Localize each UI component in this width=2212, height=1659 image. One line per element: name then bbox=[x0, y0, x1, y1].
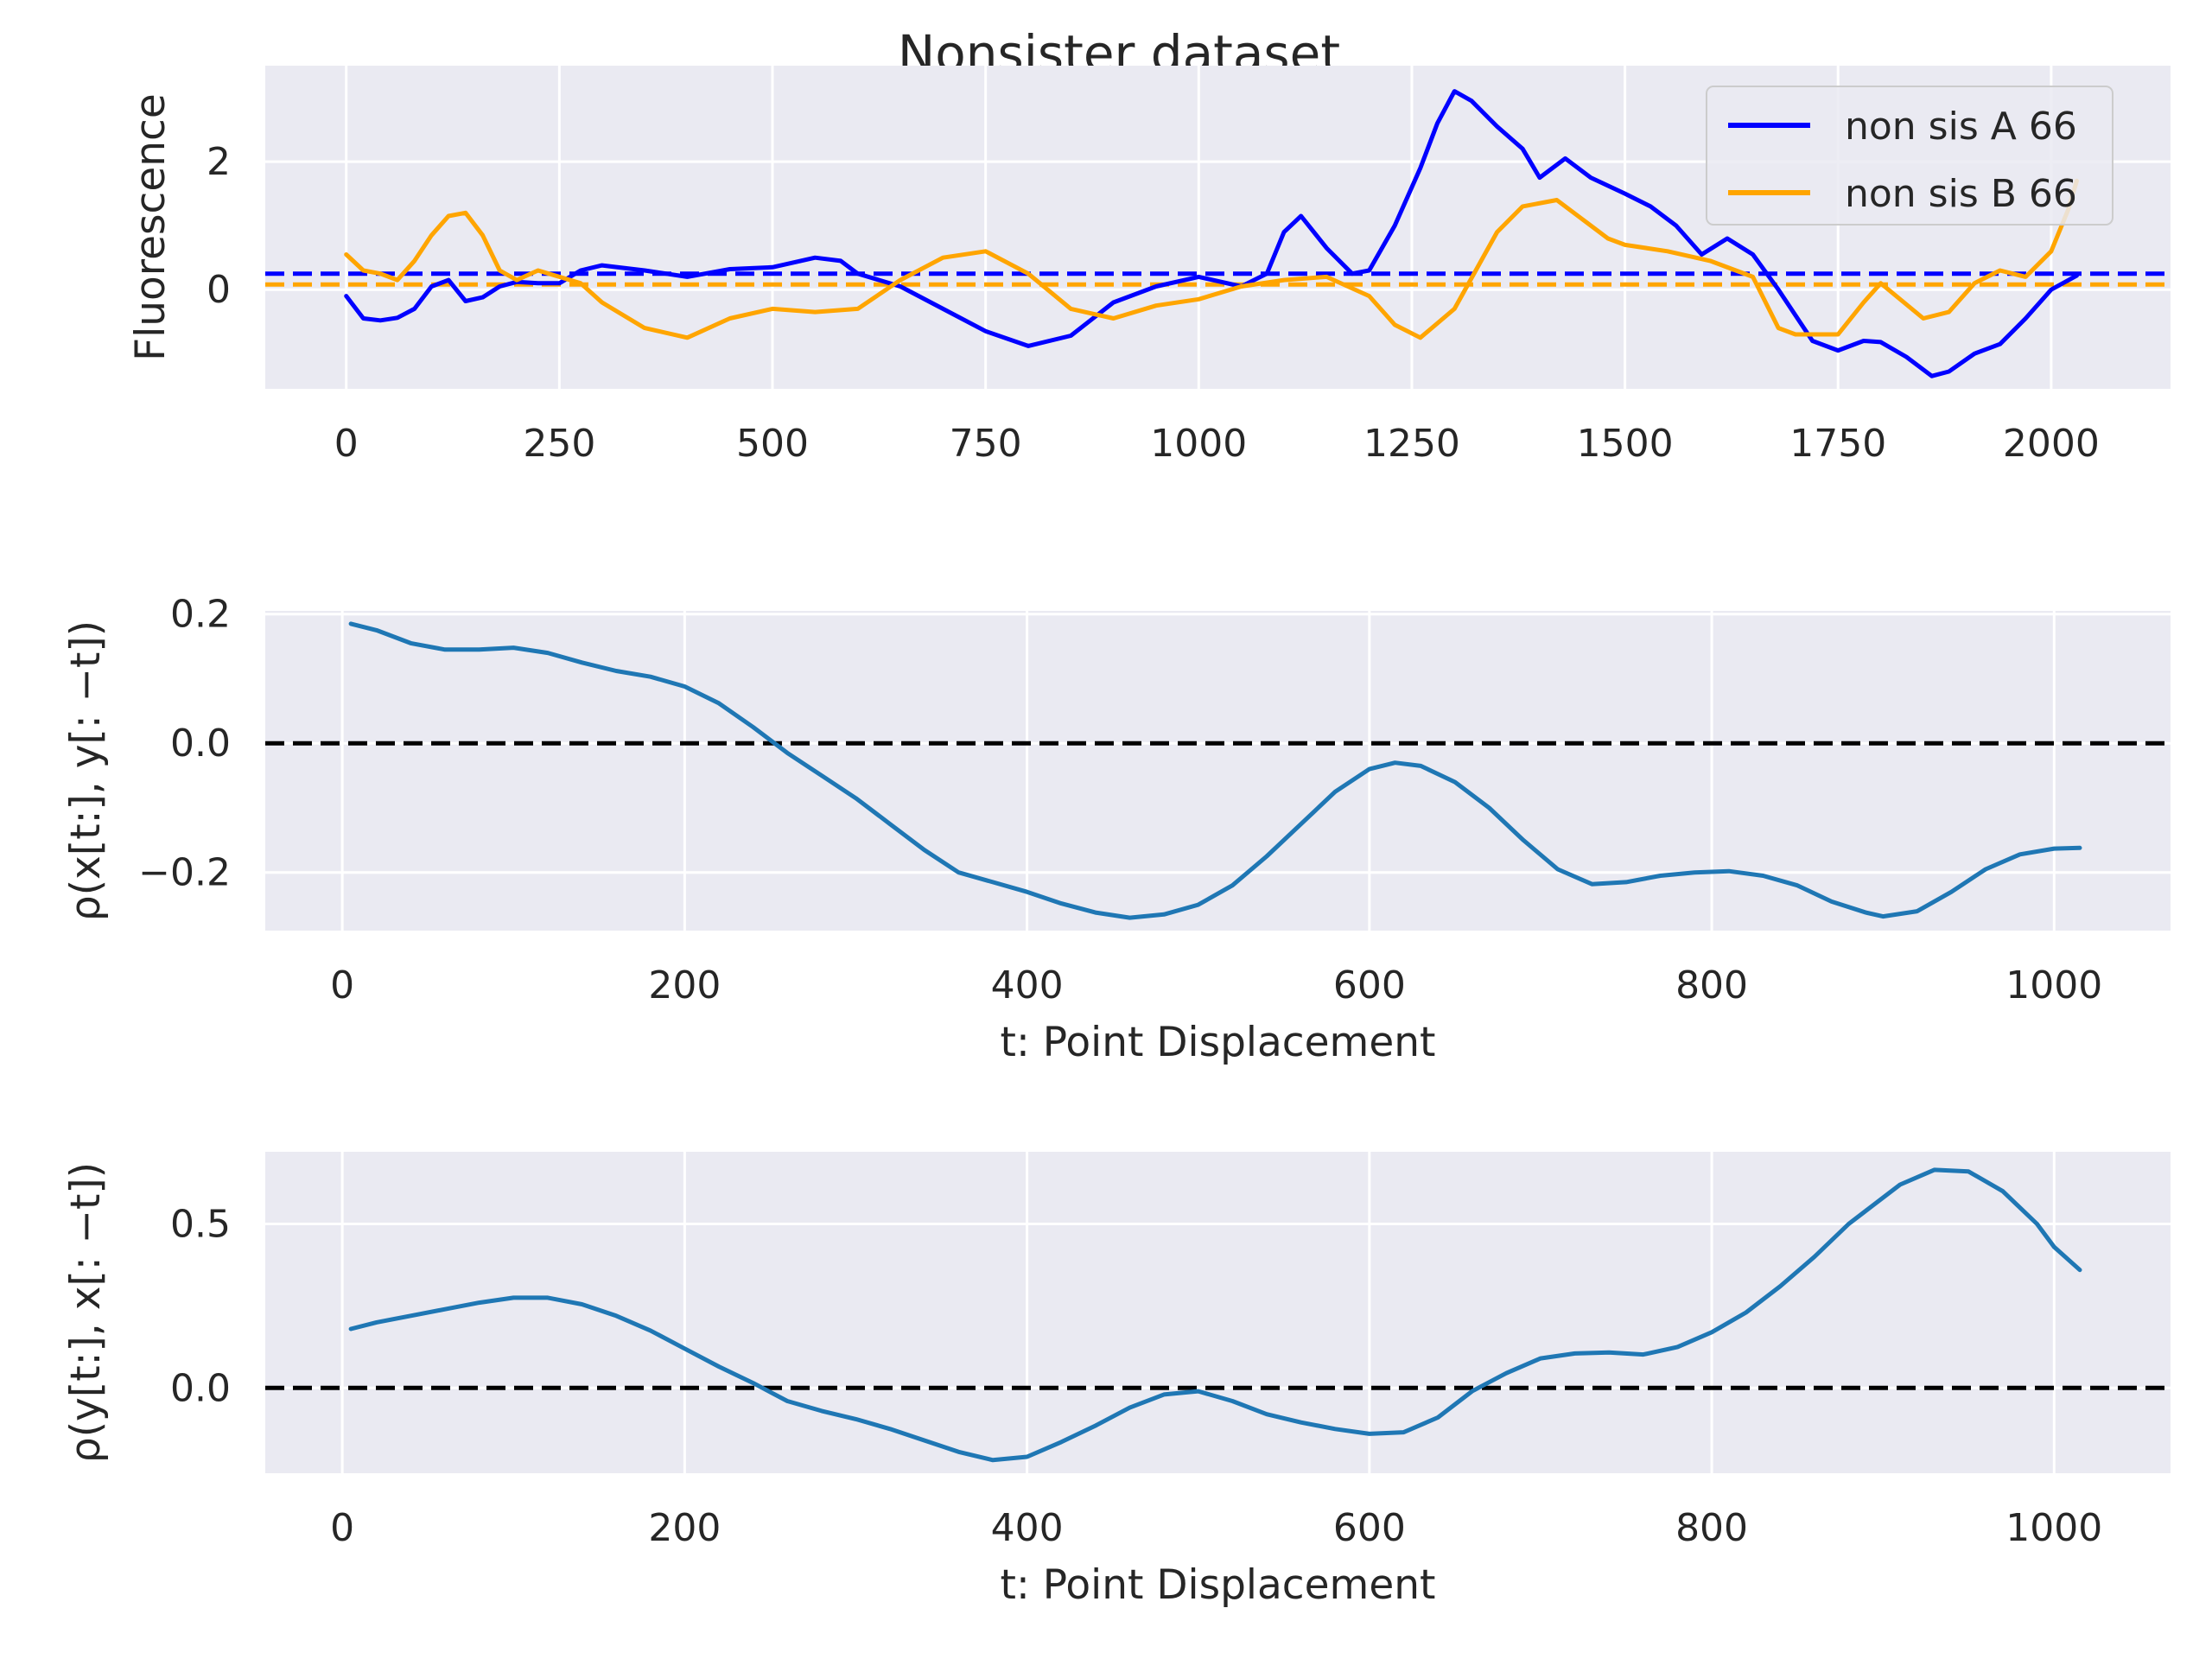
x-tick-label: 600 bbox=[1333, 963, 1406, 1007]
series-line-0 bbox=[348, 621, 2082, 920]
series-line-non-sis-A-66 bbox=[344, 89, 2079, 378]
x-tick-label: 750 bbox=[950, 422, 1022, 466]
legend-entry: non sis B 66 bbox=[1845, 172, 2077, 216]
x-tick-label: 1000 bbox=[2005, 1506, 2102, 1550]
x-tick-label: 1000 bbox=[1150, 422, 1247, 466]
y-axis-label: Fluorescence bbox=[127, 93, 175, 361]
cross-correlation-xy-panel: 0 200 400 600 800 1000 0.2 0.0 −0.2 t: Point Disp… bbox=[62, 593, 2171, 1066]
x-axis-label: t: Point Displacement bbox=[1001, 1019, 1436, 1066]
x-tick-label: 250 bbox=[523, 422, 595, 466]
y-tick-label: 2 bbox=[207, 140, 231, 184]
x-tick-label: 0 bbox=[334, 422, 359, 466]
x-tick-label: 500 bbox=[736, 422, 809, 466]
cross-correlation-yx-panel: 0 200 400 600 800 1000 0.5 0.0 t: Point Displace… bbox=[62, 1152, 2171, 1609]
x-tick-label: 800 bbox=[1675, 1506, 1748, 1550]
plot-area bbox=[265, 1152, 2171, 1473]
y-tick-label: 0.2 bbox=[170, 593, 231, 637]
x-tick-label: 1750 bbox=[1789, 422, 1886, 466]
legend: non sis A 66 non sis B 66 bbox=[1706, 86, 2113, 226]
series-line-0 bbox=[348, 1167, 2082, 1463]
x-tick-label: 400 bbox=[991, 963, 1064, 1007]
x-tick-label: 200 bbox=[648, 1506, 721, 1550]
y-axis-label: ρ(x[t:], y[: −t]) bbox=[62, 620, 110, 921]
x-tick-label: 600 bbox=[1333, 1506, 1406, 1550]
x-tick-label: 0 bbox=[330, 963, 354, 1007]
x-tick-label: 0 bbox=[330, 1506, 354, 1550]
x-tick-label: 2000 bbox=[2003, 422, 2100, 466]
x-tick-label: 1500 bbox=[1577, 422, 1674, 466]
y-tick-label: 0.0 bbox=[170, 721, 231, 766]
y-axis-label: ρ(y[t:], x[: −t]) bbox=[62, 1162, 110, 1463]
x-tick-label: 1250 bbox=[1363, 422, 1460, 466]
x-tick-label: 200 bbox=[648, 963, 721, 1007]
series-line-non-sis-B-66 bbox=[344, 178, 2079, 340]
y-tick-label: 0.0 bbox=[170, 1366, 231, 1410]
y-tick-label: 0 bbox=[207, 268, 231, 312]
legend-entry: non sis A 66 bbox=[1845, 105, 2077, 149]
x-tick-label: 1000 bbox=[2005, 963, 2102, 1007]
y-tick-label: −0.2 bbox=[138, 851, 231, 895]
y-tick-label: 0.5 bbox=[170, 1203, 231, 1247]
plot-area bbox=[265, 611, 2171, 931]
fluorescence-panel: 0 250 500 750 1000 1250 1500 1750 2000 0 2 Fluoresc… bbox=[127, 66, 2171, 466]
x-tick-label: 800 bbox=[1675, 963, 1748, 1007]
x-axis-label: t: Point Displacement bbox=[1001, 1561, 1436, 1609]
x-tick-label: 400 bbox=[991, 1506, 1064, 1550]
